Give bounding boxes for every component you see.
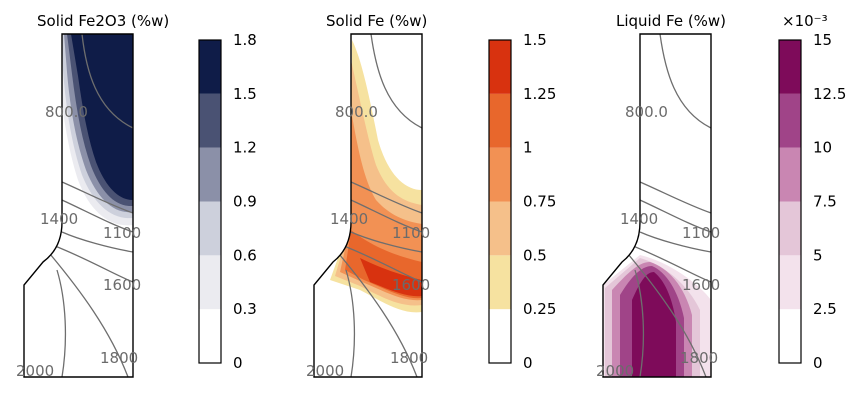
panel-liquid-fe: Liquid Fe (%w) 800.0 1400 1100 1600 1800… — [596, 12, 846, 380]
contour-label: 1100 — [103, 224, 141, 242]
colorbar-tick-label: 0.9 — [233, 193, 257, 211]
geometry-outline — [602, 33, 712, 378]
panel-title: Solid Fe2O3 (%w) — [37, 12, 169, 30]
colorbar-tick-label: 0 — [233, 354, 243, 372]
colorbar-band — [489, 40, 511, 94]
colorbar-band — [489, 201, 511, 256]
isotherm-1100-a — [639, 181, 711, 214]
contour-label: 1400 — [330, 210, 368, 228]
contour-label: 1800 — [390, 349, 428, 367]
colorbar-tick-label: 12.5 — [813, 85, 846, 103]
colorbar-band — [779, 255, 801, 310]
colorbar-tick-label: 0 — [523, 354, 533, 372]
isotherm-1600-a — [343, 245, 422, 283]
panel-solid-fe2o3: Solid Fe2O3 (%w) 800.0 1400 1100 1600 18… — [16, 12, 257, 380]
isotherm-2000 — [56, 269, 67, 377]
contour-label: 800.0 — [45, 103, 88, 121]
panel-title: Solid Fe (%w) — [326, 12, 427, 30]
colorbar-tick-label: 0 — [813, 354, 823, 372]
colorbar-tick-label: 0.5 — [523, 246, 547, 264]
colorbar-solid-fe: 0 0.25 0.5 0.75 1 1.25 1.5 — [488, 31, 556, 372]
isotherm-1100-b — [350, 199, 422, 233]
isotherm-1100-b — [639, 199, 711, 233]
colorbar-tick-label: 2.5 — [813, 300, 837, 318]
colorbar-band — [199, 147, 221, 202]
isotherm-1100-a — [350, 181, 422, 214]
isotherm-800 — [370, 34, 422, 129]
colorbar-frame — [198, 39, 222, 364]
isotherm-1800 — [627, 253, 707, 377]
isotherm-2000 — [345, 269, 356, 377]
isotherm-1600-a — [54, 245, 133, 283]
contour-label: 2000 — [306, 362, 344, 380]
isotherm-1800 — [338, 253, 418, 377]
contour-label: 1600 — [682, 276, 720, 294]
isotherm-1400 — [61, 231, 133, 253]
panel-solid-fe: Solid Fe (%w) 800.0 1400 1100 1600 1800 … — [306, 12, 556, 380]
contour-label: 1600 — [103, 276, 141, 294]
isotherm-1100-b — [61, 199, 133, 233]
isotherm-2000 — [634, 269, 645, 377]
colorbar-tick-label: 5 — [813, 246, 823, 264]
colorbar-tick-label: 15 — [813, 31, 832, 49]
contour-label: 1800 — [680, 349, 718, 367]
colorbar-tick-label: 7.5 — [813, 193, 837, 211]
colorbar-exponent: ×10⁻³ — [782, 12, 828, 30]
colorbar-tick-label: 1.25 — [523, 85, 556, 103]
contour-label: 800.0 — [625, 103, 668, 121]
contour-label: 2000 — [16, 362, 54, 380]
isotherm-1100-a — [61, 181, 133, 214]
colorbar-tick-label: 1.2 — [233, 139, 257, 157]
isotherm-1400 — [639, 231, 711, 253]
colorbar-band — [199, 201, 221, 256]
colorbar-band — [199, 255, 221, 310]
isotherm-1600-a — [632, 245, 711, 283]
colorbar-tick-label: 1 — [523, 139, 533, 157]
isotherm-1400 — [350, 231, 422, 253]
isotherm-1800 — [49, 253, 129, 377]
colorbar-band — [489, 309, 511, 363]
isotherm-800 — [81, 34, 133, 129]
colorbar-frame — [778, 39, 802, 364]
colorbar-band — [779, 309, 801, 363]
colorbar-tick-label: 10 — [813, 139, 832, 157]
contour-label: 2000 — [596, 362, 634, 380]
colorbar-tick-label: 0.3 — [233, 300, 257, 318]
colorbar-band — [199, 93, 221, 148]
contour-label: 1600 — [392, 276, 430, 294]
colorbar-liquid-fe: 0 2.5 5 7.5 10 12.5 15 — [778, 31, 846, 372]
colorbar-tick-label: 1.5 — [233, 85, 257, 103]
contour-label: 1100 — [682, 224, 720, 242]
colorbar-band — [489, 147, 511, 202]
colorbar-frame — [488, 39, 512, 364]
contour-label: 1100 — [392, 224, 430, 242]
contour-label: 1400 — [620, 210, 658, 228]
colorbar-band — [779, 201, 801, 256]
colorbar-tick-label: 0.6 — [233, 246, 257, 264]
colorbar-band — [779, 93, 801, 148]
colorbar-band — [199, 40, 221, 94]
colorbar-band — [489, 93, 511, 148]
panel-title: Liquid Fe (%w) — [616, 12, 726, 30]
fill-band-5 — [71, 34, 133, 200]
colorbar-tick-label: 0.75 — [523, 193, 556, 211]
colorbar-solid-fe2o3: 0 0.3 0.6 0.9 1.2 1.5 1.8 — [198, 31, 257, 372]
contour-label: 1400 — [40, 210, 78, 228]
colorbar-tick-label: 0.25 — [523, 300, 556, 318]
isotherm-800 — [659, 34, 711, 129]
colorbar-band — [779, 147, 801, 202]
colorbar-band — [199, 309, 221, 363]
contour-label: 800.0 — [335, 103, 378, 121]
colorbar-tick-label: 1.8 — [233, 31, 257, 49]
colorbar-band — [489, 255, 511, 310]
geometry-outline — [23, 33, 134, 378]
colorbar-band — [779, 40, 801, 94]
contour-label: 1800 — [100, 349, 138, 367]
geometry-outline — [313, 33, 423, 378]
colorbar-tick-label: 1.5 — [523, 31, 547, 49]
fill-band-5 — [360, 258, 422, 297]
